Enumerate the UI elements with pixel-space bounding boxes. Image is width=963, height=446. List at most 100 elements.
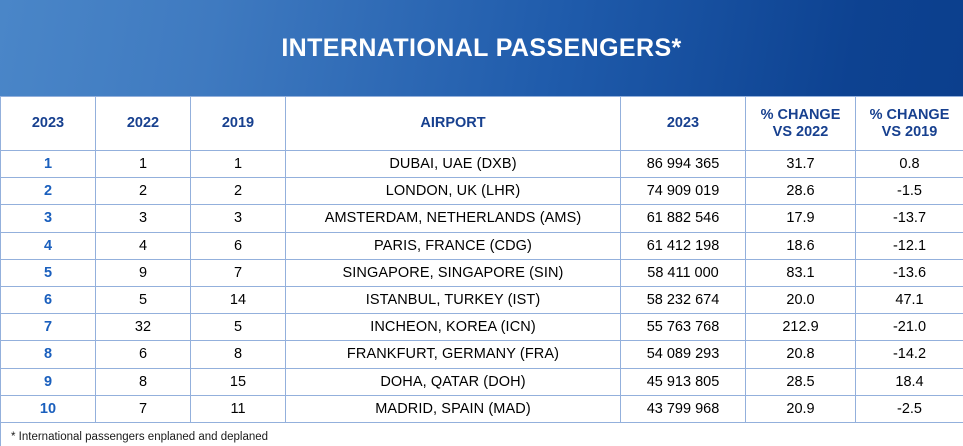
- cell-change-vs-2019: -21.0: [855, 313, 963, 342]
- cell-rank-2022: 1: [95, 149, 191, 179]
- cell-passengers-2023: 54 089 293: [620, 340, 746, 369]
- cell-airport: LONDON, UK (LHR): [285, 177, 621, 206]
- cell-airport: DOHA, QATAR (DOH): [285, 367, 621, 396]
- cell-rank-2019: 15: [190, 367, 286, 396]
- cell-passengers-2023: 55 763 768: [620, 313, 746, 342]
- column-header-change-vs-2022: % CHANGE VS 2022: [745, 96, 856, 151]
- cell-airport: DUBAI, UAE (DXB): [285, 149, 621, 179]
- change-2022-label-line1: % CHANGE: [760, 106, 841, 123]
- cell-passengers-2023: 58 411 000: [620, 258, 746, 287]
- column-header-rank-2022: 2022: [95, 96, 191, 151]
- cell-rank-2022: 5: [95, 285, 191, 315]
- cell-airport: ISTANBUL, TURKEY (IST): [285, 285, 621, 315]
- cell-passengers-2023: 74 909 019: [620, 177, 746, 206]
- footnote-row: * International passengers enplaned and …: [0, 421, 963, 446]
- cell-change-vs-2022: 18.6: [745, 231, 856, 260]
- cell-rank-2019: 3: [190, 204, 286, 233]
- cell-rank-2022: 8: [95, 367, 191, 396]
- cell-rank-2022: 2: [95, 177, 191, 206]
- cell-rank-2023: 7: [0, 313, 96, 342]
- table-header: 2023 2022 2019 AIRPORT 2023 % CHANGE VS …: [0, 96, 963, 151]
- title-banner: INTERNATIONAL PASSENGERS*: [0, 0, 963, 96]
- cell-rank-2023: 10: [0, 394, 96, 423]
- cell-change-vs-2022: 20.8: [745, 340, 856, 369]
- cell-change-vs-2019: 47.1: [855, 285, 963, 315]
- table-row: 3 3 3 AMSTERDAM, NETHERLANDS (AMS) 61 88…: [0, 204, 963, 233]
- change-2019-label-line1: % CHANGE: [869, 106, 950, 123]
- change-2019-label-line2: VS 2019: [881, 123, 938, 140]
- change-2022-label-line2: VS 2022: [772, 123, 829, 140]
- cell-rank-2023: 1: [0, 149, 96, 179]
- header-row: 2023 2022 2019 AIRPORT 2023 % CHANGE VS …: [0, 96, 963, 151]
- cell-rank-2019: 14: [190, 285, 286, 315]
- table-row: 4 4 6 PARIS, FRANCE (CDG) 61 412 198 18.…: [0, 231, 963, 260]
- cell-passengers-2023: 86 994 365: [620, 149, 746, 179]
- table-row: 2 2 2 LONDON, UK (LHR) 74 909 019 28.6 -…: [0, 177, 963, 206]
- cell-airport: PARIS, FRANCE (CDG): [285, 231, 621, 260]
- table-row: 6 5 14 ISTANBUL, TURKEY (IST) 58 232 674…: [0, 285, 963, 315]
- cell-rank-2019: 2: [190, 177, 286, 206]
- cell-airport: SINGAPORE, SINGAPORE (SIN): [285, 258, 621, 287]
- cell-rank-2022: 4: [95, 231, 191, 260]
- table-row: 10 7 11 MADRID, SPAIN (MAD) 43 799 968 2…: [0, 394, 963, 423]
- cell-change-vs-2022: 31.7: [745, 149, 856, 179]
- cell-rank-2019: 1: [190, 149, 286, 179]
- table-row: 1 1 1 DUBAI, UAE (DXB) 86 994 365 31.7 0…: [0, 149, 963, 179]
- cell-change-vs-2019: -13.6: [855, 258, 963, 287]
- cell-change-vs-2022: 28.5: [745, 367, 856, 396]
- cell-airport: INCHEON, KOREA (ICN): [285, 313, 621, 342]
- table-row: 5 9 7 SINGAPORE, SINGAPORE (SIN) 58 411 …: [0, 258, 963, 287]
- passengers-table: 2023 2022 2019 AIRPORT 2023 % CHANGE VS …: [0, 96, 963, 446]
- column-header-rank-2019: 2019: [190, 96, 286, 151]
- column-header-airport: AIRPORT: [285, 96, 621, 151]
- cell-rank-2023: 2: [0, 177, 96, 206]
- cell-change-vs-2019: 18.4: [855, 367, 963, 396]
- column-header-rank-2023: 2023: [0, 96, 96, 151]
- cell-change-vs-2019: -14.2: [855, 340, 963, 369]
- page-title: INTERNATIONAL PASSENGERS*: [281, 33, 682, 62]
- cell-passengers-2023: 61 882 546: [620, 204, 746, 233]
- cell-change-vs-2019: 0.8: [855, 149, 963, 179]
- cell-passengers-2023: 58 232 674: [620, 285, 746, 315]
- table-body: 1 1 1 DUBAI, UAE (DXB) 86 994 365 31.7 0…: [0, 149, 963, 446]
- cell-change-vs-2019: -13.7: [855, 204, 963, 233]
- cell-passengers-2023: 43 799 968: [620, 394, 746, 423]
- cell-change-vs-2019: -1.5: [855, 177, 963, 206]
- cell-rank-2019: 5: [190, 313, 286, 342]
- cell-rank-2023: 8: [0, 340, 96, 369]
- cell-change-vs-2022: 83.1: [745, 258, 856, 287]
- cell-rank-2023: 9: [0, 367, 96, 396]
- cell-change-vs-2022: 212.9: [745, 313, 856, 342]
- cell-rank-2022: 6: [95, 340, 191, 369]
- cell-passengers-2023: 61 412 198: [620, 231, 746, 260]
- cell-passengers-2023: 45 913 805: [620, 367, 746, 396]
- cell-rank-2023: 4: [0, 231, 96, 260]
- cell-rank-2023: 5: [0, 258, 96, 287]
- cell-airport: MADRID, SPAIN (MAD): [285, 394, 621, 423]
- column-header-change-vs-2019: % CHANGE VS 2019: [855, 96, 963, 151]
- cell-change-vs-2019: -2.5: [855, 394, 963, 423]
- cell-change-vs-2022: 17.9: [745, 204, 856, 233]
- cell-change-vs-2022: 20.0: [745, 285, 856, 315]
- cell-rank-2019: 11: [190, 394, 286, 423]
- table-row: 7 32 5 INCHEON, KOREA (ICN) 55 763 768 2…: [0, 313, 963, 342]
- column-header-passengers-2023: 2023: [620, 96, 746, 151]
- cell-rank-2022: 9: [95, 258, 191, 287]
- cell-rank-2022: 3: [95, 204, 191, 233]
- cell-rank-2019: 6: [190, 231, 286, 260]
- cell-change-vs-2022: 20.9: [745, 394, 856, 423]
- cell-airport: AMSTERDAM, NETHERLANDS (AMS): [285, 204, 621, 233]
- footnote-text: * International passengers enplaned and …: [0, 421, 963, 446]
- cell-rank-2023: 3: [0, 204, 96, 233]
- cell-change-vs-2022: 28.6: [745, 177, 856, 206]
- cell-rank-2019: 7: [190, 258, 286, 287]
- cell-rank-2022: 7: [95, 394, 191, 423]
- cell-airport: FRANKFURT, GERMANY (FRA): [285, 340, 621, 369]
- cell-rank-2023: 6: [0, 285, 96, 315]
- cell-change-vs-2019: -12.1: [855, 231, 963, 260]
- table-row: 8 6 8 FRANKFURT, GERMANY (FRA) 54 089 29…: [0, 340, 963, 369]
- cell-rank-2019: 8: [190, 340, 286, 369]
- cell-rank-2022: 32: [95, 313, 191, 342]
- table-row: 9 8 15 DOHA, QATAR (DOH) 45 913 805 28.5…: [0, 367, 963, 396]
